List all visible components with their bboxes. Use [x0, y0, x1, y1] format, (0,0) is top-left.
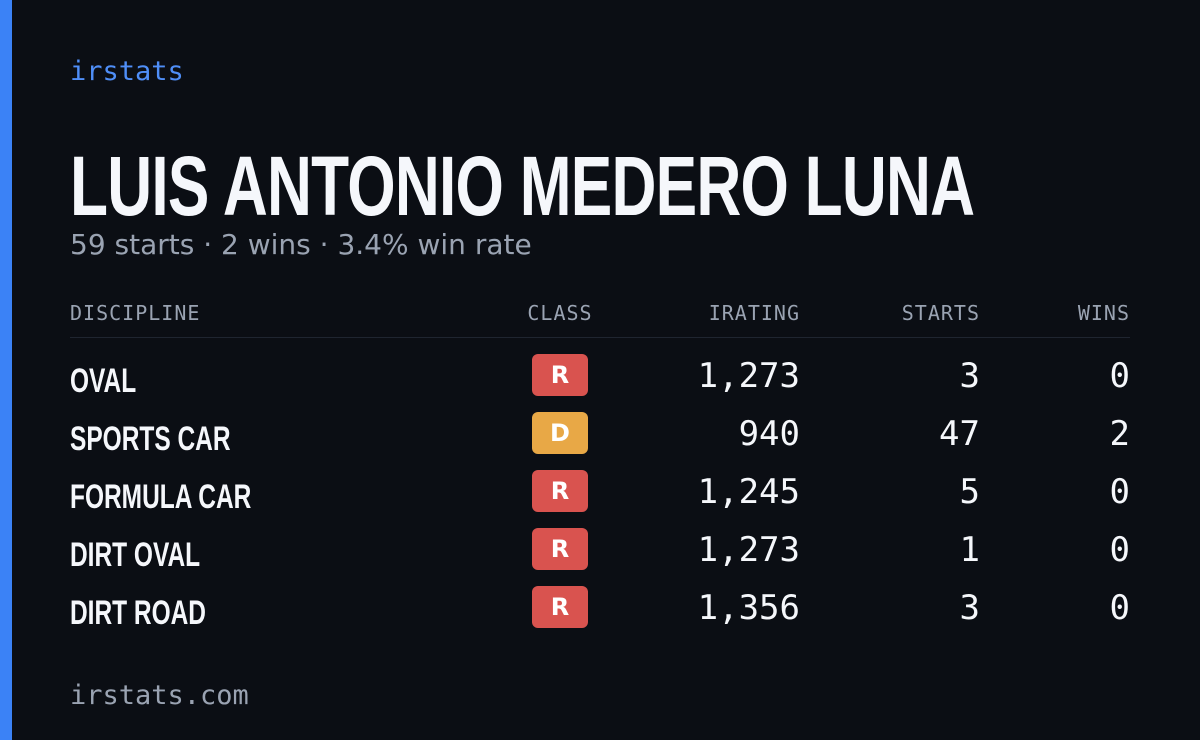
header-rule	[70, 337, 1130, 338]
brand: irstats	[70, 56, 184, 87]
starts: 47	[939, 414, 980, 454]
starts: 1	[959, 530, 980, 570]
accent-bar	[0, 0, 12, 740]
irating: 1,273	[697, 530, 800, 570]
discipline: SPORTS CAR	[70, 420, 231, 458]
irating: 1,273	[697, 356, 800, 396]
class-cell: D	[410, 412, 710, 454]
irating: 1,356	[697, 588, 800, 628]
column-header: STARTS	[901, 301, 980, 325]
class-cell: R	[410, 470, 710, 512]
discipline: FORMULA CAR	[70, 478, 252, 516]
discipline: DIRT ROAD	[70, 594, 207, 632]
starts: 5	[959, 472, 980, 512]
driver-summary: 59 starts · 2 wins · 3.4% win rate	[70, 228, 532, 261]
starts: 3	[959, 356, 980, 396]
class-cell: R	[410, 586, 710, 628]
class-cell: R	[410, 354, 710, 396]
column-header: DISCIPLINE	[70, 301, 201, 325]
class-badge: R	[532, 470, 588, 512]
column-header: CLASS	[527, 301, 593, 325]
driver-name: LUIS ANTONIO MEDERO LUNA	[70, 139, 975, 233]
discipline: DIRT OVAL	[70, 536, 201, 574]
column-header: WINS	[1077, 301, 1130, 325]
irating: 940	[738, 414, 800, 454]
wins: 2	[1109, 414, 1130, 454]
starts: 3	[959, 588, 980, 628]
footer: irstats.com	[70, 680, 249, 711]
discipline: OVAL	[70, 362, 137, 400]
class-badge: R	[532, 528, 588, 570]
class-badge: R	[532, 586, 588, 628]
wins: 0	[1109, 472, 1130, 512]
irating: 1,245	[697, 472, 800, 512]
class-cell: R	[410, 528, 710, 570]
class-badge: D	[532, 412, 588, 454]
column-header: IRATING	[708, 301, 800, 325]
wins: 0	[1109, 588, 1130, 628]
wins: 0	[1109, 530, 1130, 570]
class-badge: R	[532, 354, 588, 396]
wins: 0	[1109, 356, 1130, 396]
